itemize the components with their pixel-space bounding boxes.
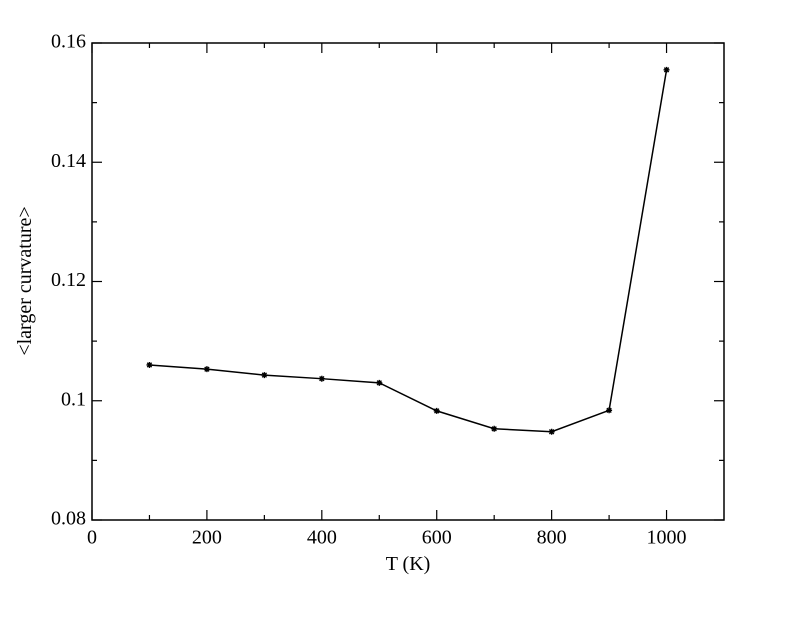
y-tick-label: 0.12 [51,269,86,291]
data-point [261,372,268,379]
data-point [203,366,210,373]
plot-frame [91,42,725,521]
x-tick-label: 0 [87,527,97,549]
y-tick-label: 0.1 [61,388,86,410]
x-tick-label: 1000 [647,527,687,549]
data-point [663,66,670,73]
data-point [318,375,325,382]
y-tick-label: 0.16 [51,31,86,53]
x-tick-label: 400 [307,527,337,549]
data-point [491,425,498,432]
data-point [548,428,555,435]
data-point [606,407,613,414]
data-point [433,407,440,414]
x-tick-label: 600 [422,527,452,549]
data-line [149,69,668,433]
y-tick-label: 0.08 [51,508,86,530]
data-point [146,361,153,368]
y-tick-label: 0.14 [51,150,86,172]
x-axis-label: T (K) [386,553,431,575]
x-tick-label: 200 [192,527,222,549]
y-axis-label: <larger curvature> [14,206,36,355]
x-tick-label: 800 [537,527,567,549]
data-point [376,379,383,386]
